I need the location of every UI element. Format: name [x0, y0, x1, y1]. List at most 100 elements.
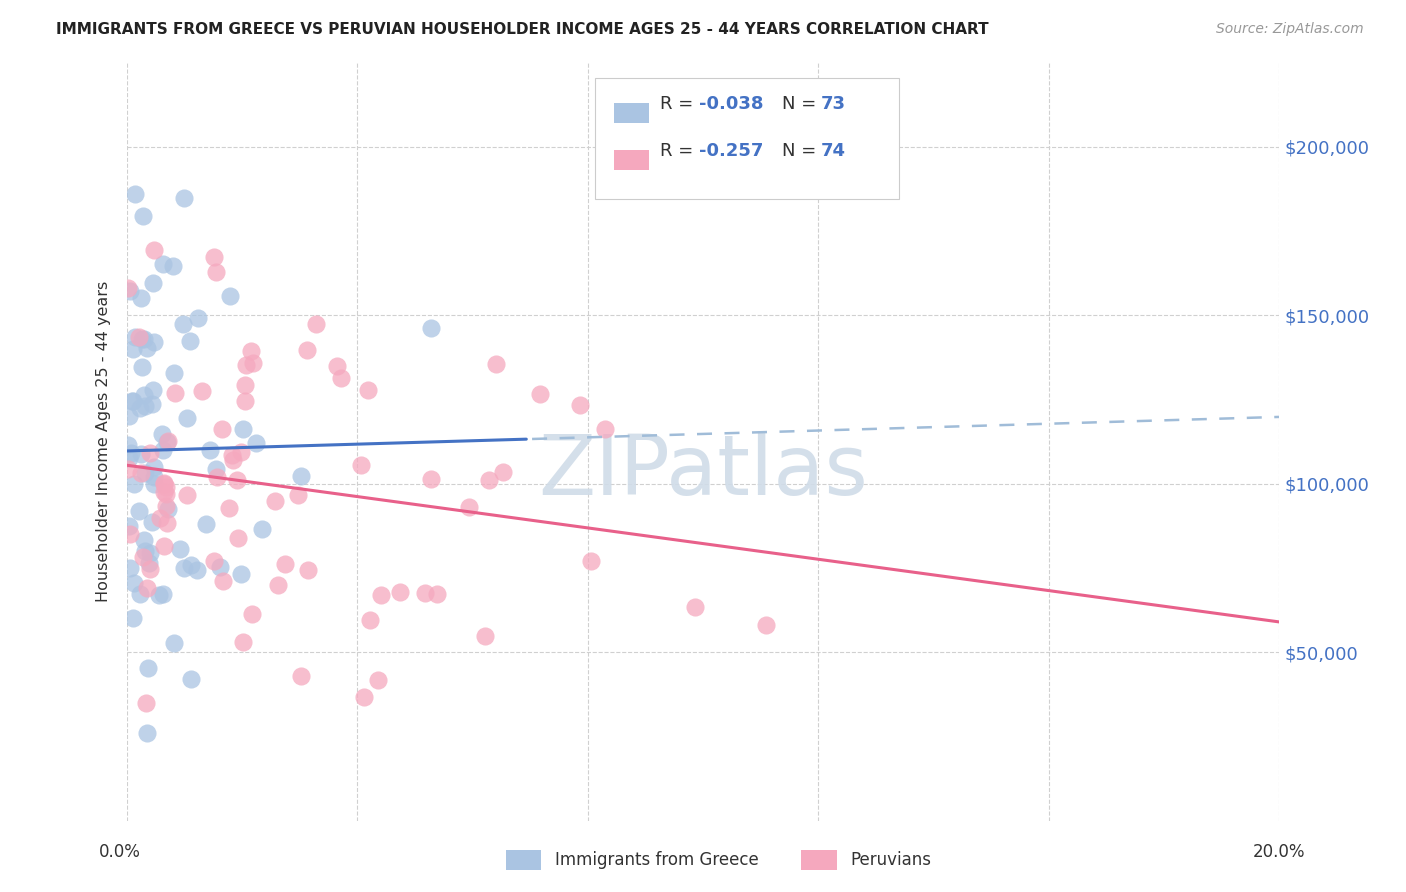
Point: [353, 690, 375, 704]
Point: [231, 566, 253, 581]
Point: [458, 500, 481, 514]
Point: [131, 467, 153, 481]
Text: R =: R =: [661, 95, 699, 113]
Point: [195, 517, 218, 532]
Text: 73: 73: [821, 95, 845, 113]
Point: [226, 531, 249, 545]
Point: [155, 480, 177, 494]
Point: [350, 458, 373, 472]
Point: [118, 284, 141, 298]
Point: [117, 462, 139, 476]
Point: [683, 600, 706, 615]
Point: [142, 459, 165, 474]
Point: [240, 607, 263, 622]
Point: [173, 560, 195, 574]
Point: [290, 669, 312, 683]
Point: [179, 334, 201, 348]
Point: [474, 629, 496, 643]
Point: [129, 401, 152, 416]
Text: 20.0%: 20.0%: [1253, 843, 1306, 861]
Point: [136, 661, 159, 675]
Point: [141, 397, 163, 411]
Point: [218, 501, 240, 516]
Point: [231, 445, 253, 459]
Point: [419, 472, 441, 486]
Point: [176, 487, 198, 501]
Text: N =: N =: [783, 95, 823, 113]
Text: Immigrants from Greece: Immigrants from Greece: [555, 851, 759, 869]
Point: [153, 477, 176, 491]
Text: IMMIGRANTS FROM GREECE VS PERUVIAN HOUSEHOLDER INCOME AGES 25 - 44 YEARS CORRELA: IMMIGRANTS FROM GREECE VS PERUVIAN HOUSE…: [56, 22, 988, 37]
Point: [152, 257, 174, 271]
Point: [155, 499, 177, 513]
Point: [129, 291, 152, 305]
Point: [134, 466, 156, 480]
Point: [117, 281, 139, 295]
Point: [287, 488, 309, 502]
Point: [235, 378, 257, 392]
Point: [485, 357, 508, 371]
Point: [232, 635, 254, 649]
Point: [142, 243, 165, 257]
Point: [129, 446, 152, 460]
Point: [242, 356, 264, 370]
Point: [132, 332, 155, 346]
Point: [169, 541, 191, 556]
Point: [152, 587, 174, 601]
Point: [529, 387, 551, 401]
Point: [252, 522, 274, 536]
Point: [122, 477, 145, 491]
Point: [122, 575, 145, 590]
Point: [235, 358, 257, 372]
Point: [186, 563, 208, 577]
Point: [124, 187, 146, 202]
Point: [426, 587, 449, 601]
Point: [264, 494, 287, 508]
Point: [233, 393, 256, 408]
Point: [134, 399, 156, 413]
Point: [357, 383, 380, 397]
Point: [245, 436, 267, 450]
Point: [492, 466, 515, 480]
Point: [163, 635, 186, 649]
Point: [478, 473, 501, 487]
Point: [132, 533, 155, 547]
Point: [152, 442, 174, 457]
Point: [330, 371, 353, 385]
Point: [135, 726, 157, 740]
Point: [205, 470, 228, 484]
Point: [152, 427, 174, 442]
Point: [325, 359, 347, 373]
Point: [134, 388, 156, 402]
Point: [142, 334, 165, 349]
Point: [221, 448, 243, 462]
Point: [290, 468, 312, 483]
Point: [388, 584, 411, 599]
Point: [180, 558, 202, 572]
Point: [153, 485, 176, 500]
Point: [202, 250, 225, 264]
Point: [579, 554, 602, 568]
Point: [198, 442, 221, 457]
Point: [139, 446, 162, 460]
Text: -0.038: -0.038: [700, 95, 763, 113]
Point: [211, 574, 233, 588]
Point: [142, 276, 165, 290]
Text: 74: 74: [821, 142, 845, 160]
Point: [122, 343, 145, 357]
Point: [120, 446, 142, 460]
Point: [162, 259, 184, 273]
Point: [367, 673, 389, 687]
Point: [136, 581, 159, 595]
Point: [118, 561, 141, 575]
Point: [138, 556, 160, 570]
Point: [156, 516, 179, 530]
Point: [122, 610, 145, 624]
Point: [153, 540, 176, 554]
Point: [139, 562, 162, 576]
Point: [297, 563, 319, 577]
Point: [180, 672, 202, 686]
Point: [419, 321, 441, 335]
Point: [222, 453, 245, 467]
Point: [142, 383, 165, 397]
